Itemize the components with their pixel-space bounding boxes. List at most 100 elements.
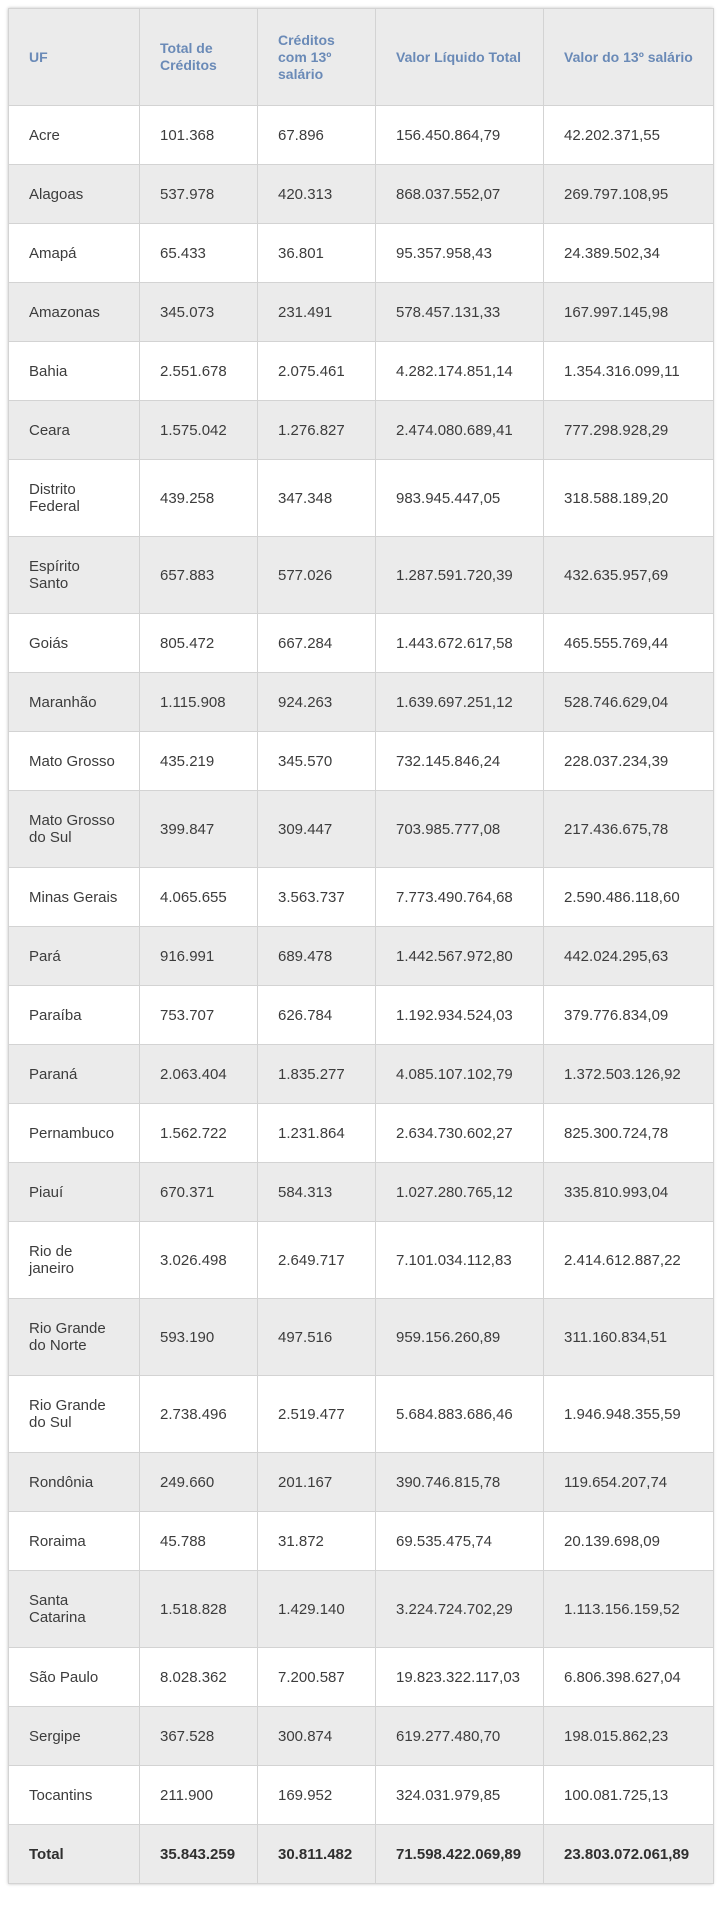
cell-total-creditos: 345.073 bbox=[139, 282, 258, 342]
cell-uf: Maranhão bbox=[8, 672, 140, 732]
cell-valor-13: 119.654.207,74 bbox=[543, 1452, 714, 1512]
cell-creditos-13: 231.491 bbox=[257, 282, 376, 342]
cell-creditos-13: 497.516 bbox=[257, 1298, 376, 1376]
table-row: Alagoas 537.978 420.313 868.037.552,07 269.7… bbox=[8, 164, 714, 224]
table-body: Acre 101.368 67.896 156.450.864,79 42.202.37… bbox=[8, 105, 714, 1825]
table-row: Acre 101.368 67.896 156.450.864,79 42.202.37… bbox=[8, 105, 714, 165]
cell-valor-13: 6.806.398.627,04 bbox=[543, 1647, 714, 1707]
cell-valor-13: 269.797.108,95 bbox=[543, 164, 714, 224]
header-uf: UF bbox=[8, 8, 140, 106]
cell-creditos-13: 1.231.864 bbox=[257, 1103, 376, 1163]
cell-valor-13: 1.354.316.099,11 bbox=[543, 341, 714, 401]
cell-uf: Distrito Federal bbox=[8, 459, 140, 537]
cell-creditos-13: 626.784 bbox=[257, 985, 376, 1045]
cell-valor-13: 167.997.145,98 bbox=[543, 282, 714, 342]
cell-valor-liquido: 2.634.730.602,27 bbox=[375, 1103, 544, 1163]
table-row: Minas Gerais 4.065.655 3.563.737 7.773.490.… bbox=[8, 867, 714, 927]
cell-valor-liquido: 1.442.567.972,80 bbox=[375, 926, 544, 986]
cell-valor-liquido: 1.639.697.251,12 bbox=[375, 672, 544, 732]
cell-valor-13: 777.298.928,29 bbox=[543, 400, 714, 460]
table-row: Bahia 2.551.678 2.075.461 4.282.174.851,14 1… bbox=[8, 341, 714, 401]
cell-total-creditos: 1.518.828 bbox=[139, 1570, 258, 1648]
cell-total-creditos: 211.900 bbox=[139, 1765, 258, 1825]
cell-valor-liquido: 959.156.260,89 bbox=[375, 1298, 544, 1376]
cell-uf: Rio Grande do Norte bbox=[8, 1298, 140, 1376]
cell-valor-13: 20.139.698,09 bbox=[543, 1511, 714, 1571]
table-row: Roraima 45.788 31.872 69.535.475,74 20.139.6… bbox=[8, 1511, 714, 1571]
cell-uf: Paraíba bbox=[8, 985, 140, 1045]
cell-valor-liquido: 868.037.552,07 bbox=[375, 164, 544, 224]
cell-total-creditos: 3.026.498 bbox=[139, 1221, 258, 1299]
cell-total-creditos: 4.065.655 bbox=[139, 867, 258, 927]
table-header-row: UF Total de Créditos Créditos com 13º sa… bbox=[8, 8, 714, 106]
table-row: Paraíba 753.707 626.784 1.192.934.524,03 379… bbox=[8, 985, 714, 1045]
cell-uf: Ceara bbox=[8, 400, 140, 460]
cell-valor-liquido: 732.145.846,24 bbox=[375, 731, 544, 791]
cell-total-creditos: 2.551.678 bbox=[139, 341, 258, 401]
cell-uf: Mato Grosso bbox=[8, 731, 140, 791]
cell-total-creditos: 367.528 bbox=[139, 1706, 258, 1766]
total-creditos-13-cell: 30.811.482 bbox=[257, 1824, 376, 1884]
cell-valor-liquido: 2.474.080.689,41 bbox=[375, 400, 544, 460]
cell-creditos-13: 169.952 bbox=[257, 1765, 376, 1825]
cell-total-creditos: 439.258 bbox=[139, 459, 258, 537]
cell-valor-liquido: 703.985.777,08 bbox=[375, 790, 544, 868]
table-row: São Paulo 8.028.362 7.200.587 19.823.322.11… bbox=[8, 1647, 714, 1707]
credits-table-container: UF Total de Créditos Créditos com 13º sa… bbox=[8, 8, 714, 1884]
cell-uf: Tocantins bbox=[8, 1765, 140, 1825]
cell-total-creditos: 435.219 bbox=[139, 731, 258, 791]
cell-total-creditos: 2.063.404 bbox=[139, 1044, 258, 1104]
cell-total-creditos: 670.371 bbox=[139, 1162, 258, 1222]
cell-uf: São Paulo bbox=[8, 1647, 140, 1707]
cell-creditos-13: 667.284 bbox=[257, 613, 376, 673]
cell-total-creditos: 1.115.908 bbox=[139, 672, 258, 732]
total-creditos-cell: 35.843.259 bbox=[139, 1824, 258, 1884]
cell-uf: Amazonas bbox=[8, 282, 140, 342]
table-row: Pará 916.991 689.478 1.442.567.972,80 442.02… bbox=[8, 926, 714, 986]
table-row: Maranhão 1.115.908 924.263 1.639.697.251,12… bbox=[8, 672, 714, 732]
cell-valor-13: 825.300.724,78 bbox=[543, 1103, 714, 1163]
cell-valor-liquido: 4.085.107.102,79 bbox=[375, 1044, 544, 1104]
cell-total-creditos: 101.368 bbox=[139, 105, 258, 165]
table-row: Mato Grosso 435.219 345.570 732.145.846,24 2… bbox=[8, 731, 714, 791]
cell-uf: Paraná bbox=[8, 1044, 140, 1104]
cell-valor-liquido: 7.101.034.112,83 bbox=[375, 1221, 544, 1299]
cell-creditos-13: 347.348 bbox=[257, 459, 376, 537]
cell-creditos-13: 36.801 bbox=[257, 223, 376, 283]
cell-uf: Rio de janeiro bbox=[8, 1221, 140, 1299]
table-row: Rondônia 249.660 201.167 390.746.815,78 119.… bbox=[8, 1452, 714, 1512]
cell-creditos-13: 689.478 bbox=[257, 926, 376, 986]
header-valor-13-salario: Valor do 13º salário bbox=[543, 8, 714, 106]
cell-valor-13: 228.037.234,39 bbox=[543, 731, 714, 791]
cell-creditos-13: 7.200.587 bbox=[257, 1647, 376, 1707]
table-row: Ceara 1.575.042 1.276.827 2.474.080.689,41 7… bbox=[8, 400, 714, 460]
cell-valor-13: 1.113.156.159,52 bbox=[543, 1570, 714, 1648]
cell-uf: Piauí bbox=[8, 1162, 140, 1222]
total-valor-liquido-cell: 71.598.422.069,89 bbox=[375, 1824, 544, 1884]
table-row: Pernambuco 1.562.722 1.231.864 2.634.730.60… bbox=[8, 1103, 714, 1163]
total-valor-13-cell: 23.803.072.061,89 bbox=[543, 1824, 714, 1884]
cell-uf: Goiás bbox=[8, 613, 140, 673]
cell-valor-liquido: 619.277.480,70 bbox=[375, 1706, 544, 1766]
cell-total-creditos: 593.190 bbox=[139, 1298, 258, 1376]
table-row: Mato Grosso do Sul 399.847 309.447 703.985.… bbox=[8, 790, 714, 868]
cell-valor-liquido: 69.535.475,74 bbox=[375, 1511, 544, 1571]
cell-creditos-13: 67.896 bbox=[257, 105, 376, 165]
cell-total-creditos: 65.433 bbox=[139, 223, 258, 283]
cell-valor-13: 217.436.675,78 bbox=[543, 790, 714, 868]
table-row: Santa Catarina 1.518.828 1.429.140 3.224.72… bbox=[8, 1570, 714, 1648]
cell-total-creditos: 537.978 bbox=[139, 164, 258, 224]
cell-uf: Roraima bbox=[8, 1511, 140, 1571]
cell-total-creditos: 399.847 bbox=[139, 790, 258, 868]
cell-valor-liquido: 3.224.724.702,29 bbox=[375, 1570, 544, 1648]
cell-creditos-13: 1.835.277 bbox=[257, 1044, 376, 1104]
cell-uf: Bahia bbox=[8, 341, 140, 401]
cell-uf: Acre bbox=[8, 105, 140, 165]
table-row: Rio de janeiro 3.026.498 2.649.717 7.101.03… bbox=[8, 1221, 714, 1299]
cell-valor-liquido: 5.684.883.686,46 bbox=[375, 1375, 544, 1453]
cell-uf: Rio Grande do Sul bbox=[8, 1375, 140, 1453]
cell-uf: Alagoas bbox=[8, 164, 140, 224]
cell-uf: Santa Catarina bbox=[8, 1570, 140, 1648]
cell-total-creditos: 657.883 bbox=[139, 536, 258, 614]
header-total-creditos: Total de Créditos bbox=[139, 8, 258, 106]
